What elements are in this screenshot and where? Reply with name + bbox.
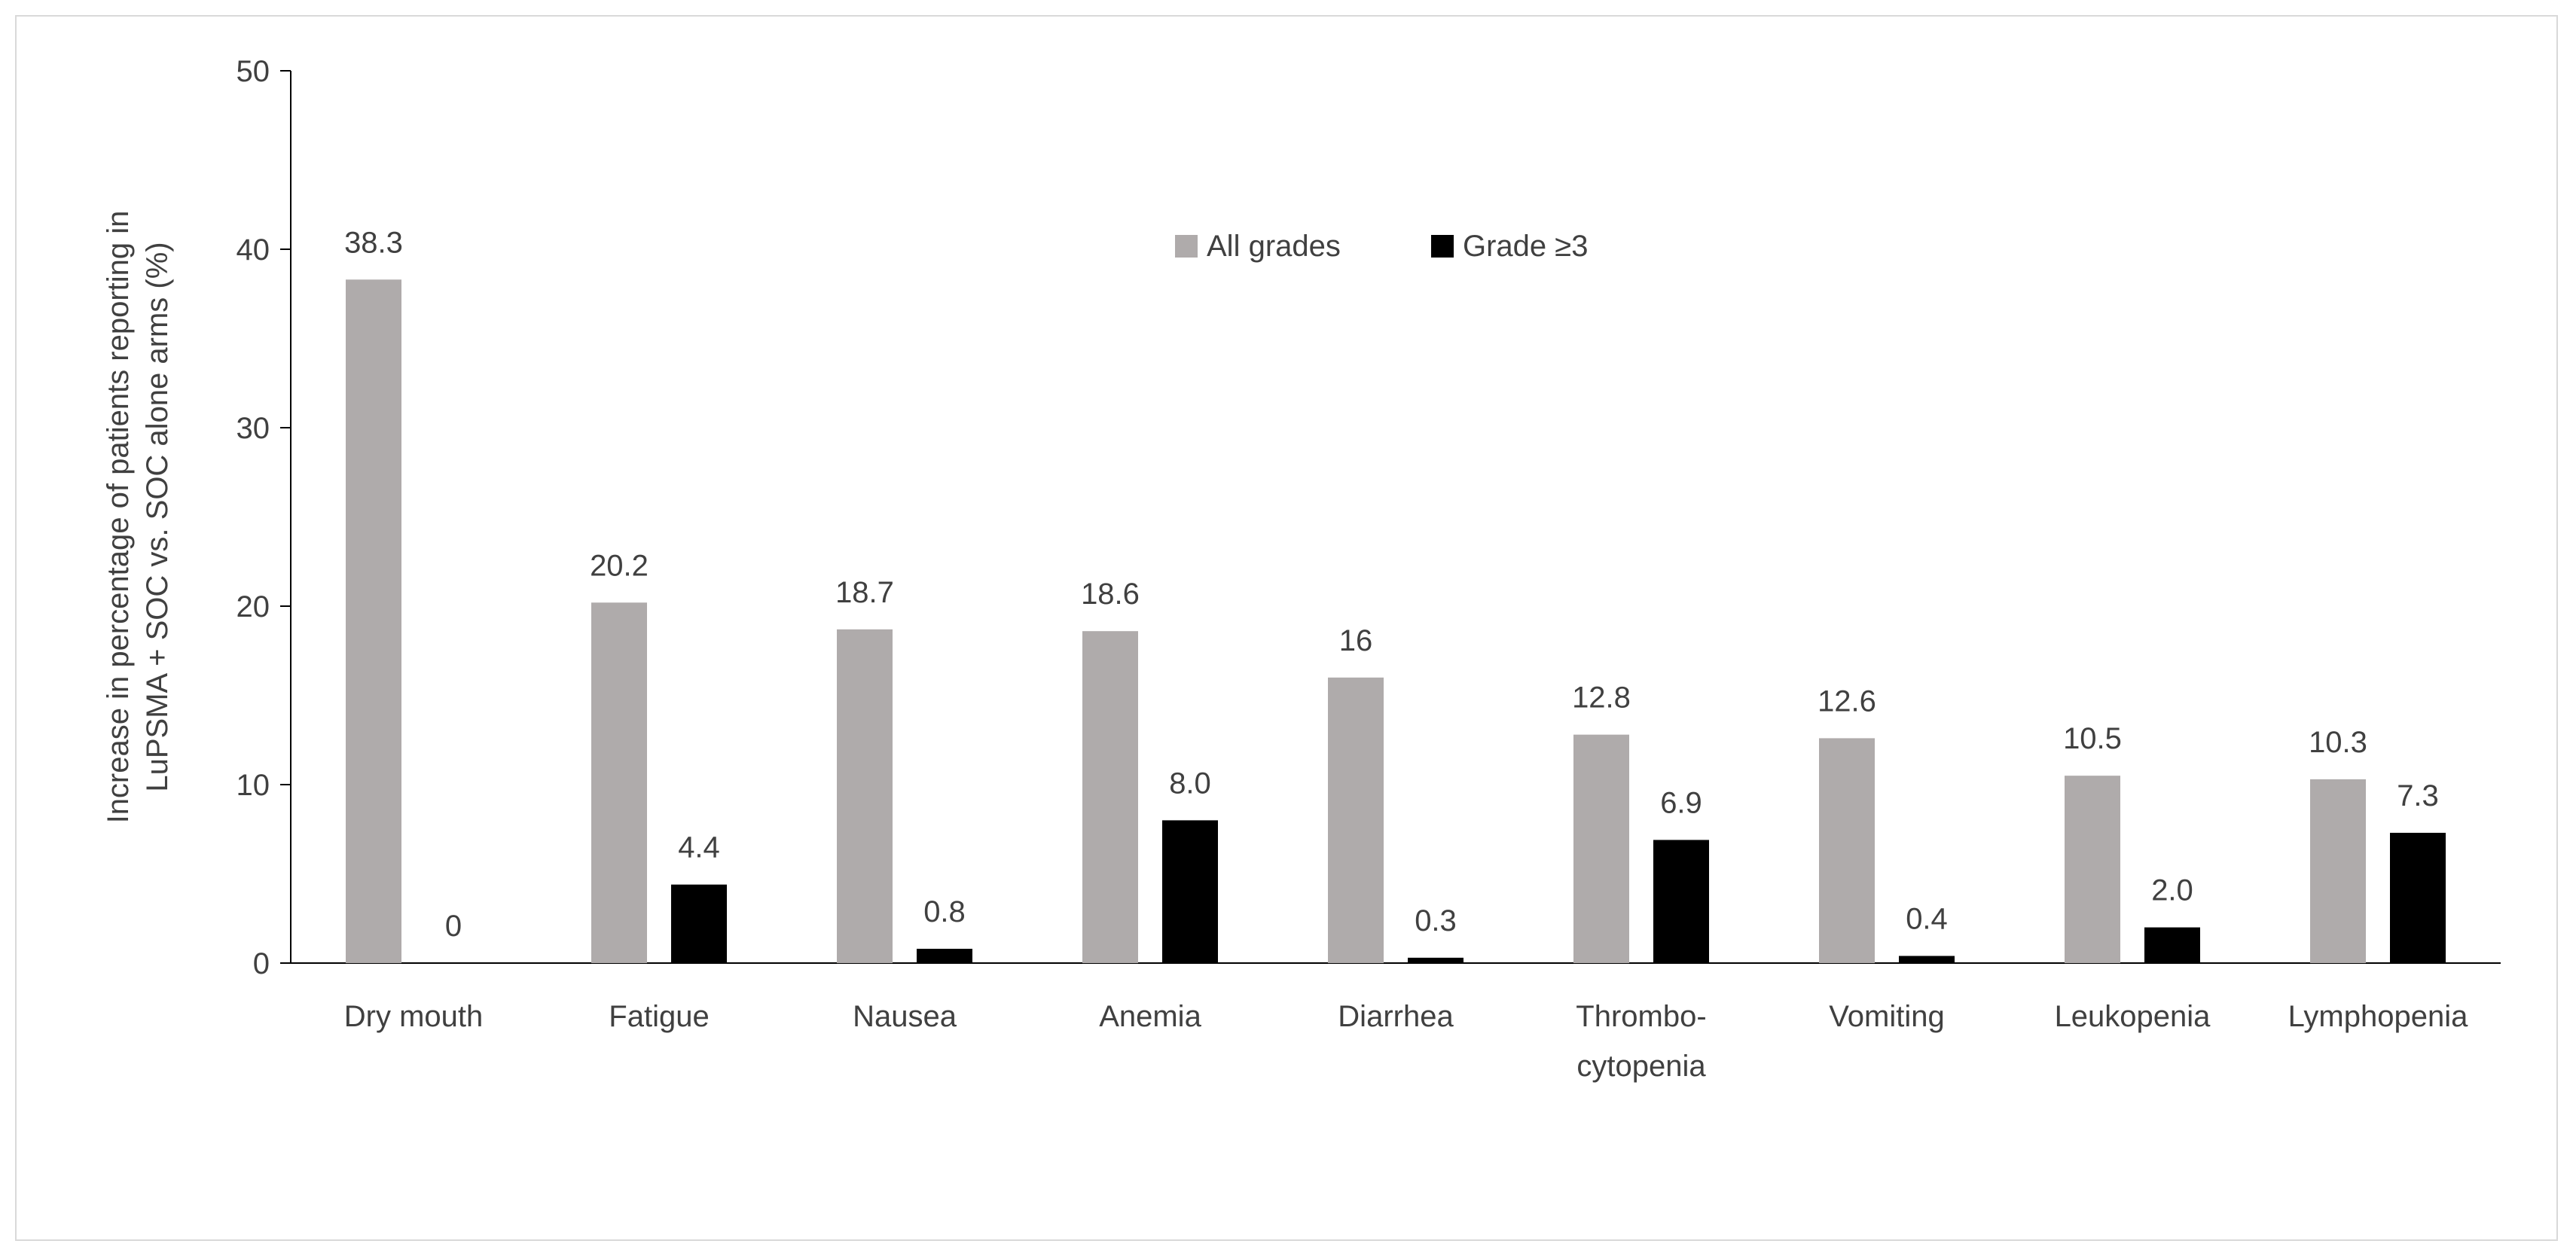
y-tick-label: 0 xyxy=(253,947,270,980)
y-tick-label: 50 xyxy=(237,55,270,88)
data-label: 18.6 xyxy=(1081,578,1140,611)
data-label: 0.4 xyxy=(1906,903,1948,936)
data-label: 12.8 xyxy=(1572,681,1631,715)
x-tick-label: Nausea xyxy=(853,1000,957,1033)
data-label: 12.6 xyxy=(1818,684,1876,718)
bar-all-grades xyxy=(1819,738,1875,963)
x-tick-label: Anemia xyxy=(1099,1000,1201,1033)
bar-all-grades xyxy=(346,279,401,963)
x-tick-label: cytopenia xyxy=(1576,1050,1706,1083)
data-label: 0 xyxy=(445,910,462,943)
data-label: 16 xyxy=(1339,624,1373,657)
data-label: 18.7 xyxy=(835,576,894,609)
y-axis-label-line: LuPSMA + SOC vs. SOC alone arms (%) xyxy=(141,242,174,791)
data-label: 38.3 xyxy=(344,226,403,259)
x-tick-label: Dry mouth xyxy=(344,1000,484,1033)
data-label: 6.9 xyxy=(1660,786,1702,819)
y-tick-label: 10 xyxy=(237,769,270,802)
chart-frame xyxy=(15,15,2558,1241)
data-label: 7.3 xyxy=(2397,779,2439,812)
bar-all-grades xyxy=(1573,734,1629,963)
bar-grade3 xyxy=(1162,820,1218,963)
bar-grade3 xyxy=(1653,840,1709,963)
x-tick-label: Thrombo- xyxy=(1576,1000,1706,1033)
bar-all-grades xyxy=(591,602,647,963)
y-tick-label: 40 xyxy=(237,233,270,267)
bar-all-grades xyxy=(1328,677,1384,963)
bar-grade3 xyxy=(1408,957,1463,963)
x-tick-label: Lymphopenia xyxy=(2288,1000,2468,1033)
y-tick-label: 30 xyxy=(237,412,270,445)
y-tick-label: 20 xyxy=(237,590,270,623)
data-label: 20.2 xyxy=(590,549,649,582)
legend-swatch xyxy=(1431,235,1454,258)
legend-label: Grade ≥3 xyxy=(1463,230,1588,263)
legend-label: All grades xyxy=(1207,230,1341,263)
bar-all-grades xyxy=(2065,776,2120,963)
data-label: 4.4 xyxy=(678,831,720,864)
bar-grade3 xyxy=(2144,927,2200,963)
x-tick-label: Vomiting xyxy=(1829,1000,1944,1033)
data-label: 2.0 xyxy=(2151,874,2193,907)
legend-swatch xyxy=(1175,235,1198,258)
y-axis-label: Increase in percentage of patients repor… xyxy=(102,211,174,824)
data-label: 10.5 xyxy=(2063,722,2122,755)
bar-all-grades xyxy=(1082,631,1138,963)
bar-grade3 xyxy=(671,884,727,963)
data-label: 0.8 xyxy=(923,895,966,928)
x-tick-label: Diarrhea xyxy=(1338,1000,1454,1033)
bar-grade3 xyxy=(2390,832,2446,963)
bar-grade3 xyxy=(1899,956,1955,963)
x-tick-label: Fatigue xyxy=(609,1000,709,1033)
data-label: 8.0 xyxy=(1169,767,1211,800)
bar-grade3 xyxy=(917,949,972,963)
x-tick-label: Leukopenia xyxy=(2055,1000,2211,1033)
bar-all-grades xyxy=(837,629,893,963)
bar-all-grades xyxy=(2310,779,2366,963)
data-label: 0.3 xyxy=(1415,904,1457,937)
data-label: 10.3 xyxy=(2309,726,2367,759)
y-axis-label-line: Increase in percentage of patients repor… xyxy=(102,211,135,824)
